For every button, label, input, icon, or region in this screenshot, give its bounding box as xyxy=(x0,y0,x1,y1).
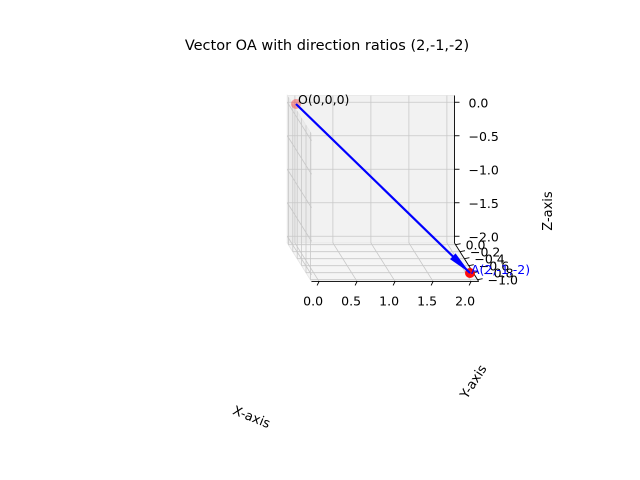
y-tick-label: −0.2 xyxy=(470,245,500,260)
x-tick xyxy=(430,281,434,286)
x-tick xyxy=(354,281,358,286)
z-tick-label: −0.5 xyxy=(469,129,499,144)
x-tick xyxy=(468,281,472,286)
gridline xyxy=(408,242,434,282)
x-tick xyxy=(392,281,396,286)
y-tick xyxy=(459,250,466,253)
point-label: A(2,-1,-2) xyxy=(471,262,530,277)
y-tick-label: −1.0 xyxy=(488,273,518,288)
y-tick xyxy=(464,257,470,260)
y-tick xyxy=(468,264,474,267)
x-tick-label: 1.0 xyxy=(379,293,399,308)
chart-title: Vector OA with direction ratios (2,-1,-2… xyxy=(185,38,469,54)
gridline xyxy=(286,135,312,175)
y-tick xyxy=(455,243,461,246)
point-label: O(0,0,0) xyxy=(298,92,349,107)
data-marks: O(0,0,0) A(2,-1,-2) xyxy=(291,92,530,278)
grid-lines xyxy=(286,95,478,282)
tick-labels: 0.0 0.5 1.0 1.5 2.00.0−0.2−0.4−0.6−0.8−1.00.… xyxy=(303,95,518,308)
gridline xyxy=(332,242,358,282)
y-tick-label: −0.6 xyxy=(479,259,509,274)
x-tick-label: 2.0 xyxy=(455,293,475,308)
z-tick-label: −2.0 xyxy=(469,229,499,244)
y-tick-label: −0.4 xyxy=(474,252,504,267)
z-tick-label: 0.0 xyxy=(469,95,489,110)
x-tick-label: 1.5 xyxy=(417,293,437,308)
z-axis-label: Z-axis xyxy=(541,191,556,231)
gridline xyxy=(370,242,396,282)
x-tick-label: 0.5 xyxy=(341,293,361,308)
y-axis-label: Y-axis xyxy=(457,362,490,402)
y-tick xyxy=(477,278,483,281)
y-tick-label: −0.8 xyxy=(483,266,513,281)
z-tick-label: −1.0 xyxy=(469,162,499,177)
gridline xyxy=(286,202,312,242)
x-axis-label: X-axis xyxy=(230,403,272,432)
vector-arrow-head xyxy=(449,253,470,273)
gridline xyxy=(286,102,312,141)
gridline xyxy=(286,169,312,208)
x-tick xyxy=(316,281,320,286)
z-tick-label: −1.5 xyxy=(469,196,499,211)
gridline xyxy=(286,236,312,275)
vector-arrow-shaft xyxy=(295,103,471,274)
x-tick-label: 0.0 xyxy=(303,293,323,308)
gridline xyxy=(294,242,320,282)
y-axis-line xyxy=(454,242,480,282)
y-tick-label: 0.0 xyxy=(466,238,486,253)
